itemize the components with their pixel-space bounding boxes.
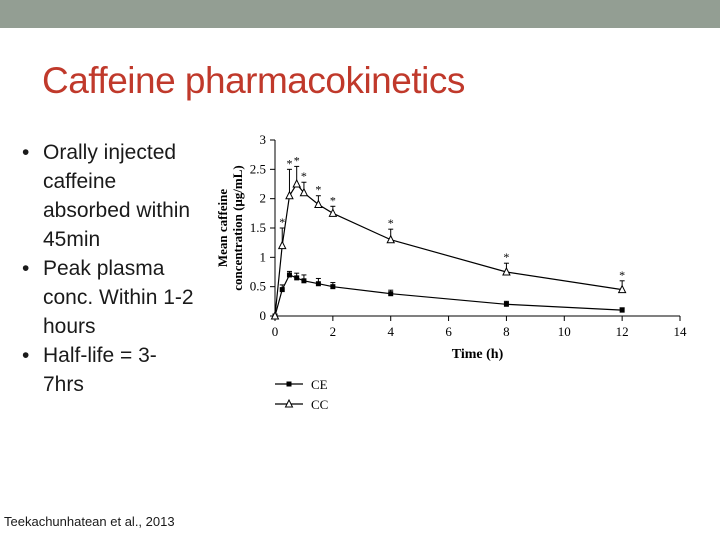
citation: Teekachunhatean et al., 2013 xyxy=(4,514,175,529)
data-point-cc xyxy=(314,199,323,209)
data-point-cc xyxy=(502,266,511,276)
slide-title: Caffeine pharmacokinetics xyxy=(42,60,465,101)
x-tick-label: 0 xyxy=(272,324,279,339)
data-point-ce xyxy=(503,301,509,307)
y-tick-label: 3 xyxy=(260,132,267,147)
data-point-cc xyxy=(277,240,287,250)
pk-line-chart: 0 2 4 6 8 10 12 14 0 0.5 1 1.5 2 2.5 3 Time (h) Mean caf… xyxy=(215,132,687,412)
x-tick-label: 12 xyxy=(616,324,629,339)
data-point-cc xyxy=(299,187,309,197)
bullet-item: • Peak plasma conc. Within 1-2 hours xyxy=(22,254,197,341)
bullet-text: Peak plasma conc. Within 1-2 hours xyxy=(43,257,194,338)
data-point-cc xyxy=(270,310,280,320)
bullet-item: • Orally injected caffeine absorbed withi… xyxy=(22,138,197,254)
data-point-ce xyxy=(619,307,625,313)
y-tick-label: 0.5 xyxy=(250,279,266,294)
data-point-cc xyxy=(328,208,338,217)
data-point-ce xyxy=(388,291,394,297)
legend-label-cc: CC xyxy=(311,397,328,412)
bullet-list: • Orally injected caffeine absorbed withi… xyxy=(22,138,197,399)
y-tick-label: 0 xyxy=(260,308,267,323)
chart-legend: CE CC xyxy=(275,377,328,412)
data-point-cc xyxy=(285,190,294,200)
significance-asterisk: * xyxy=(619,268,625,282)
y-tick-label: 1 xyxy=(260,249,267,264)
data-point-ce xyxy=(279,287,285,293)
bullet-dot-icon: • xyxy=(22,344,30,367)
series-line-ce xyxy=(274,274,623,317)
significance-asterisk: * xyxy=(388,216,394,230)
x-tick-label: 4 xyxy=(387,324,394,339)
data-point-ce xyxy=(315,281,321,287)
significance-asterisk: * xyxy=(330,193,336,207)
x-tick-label: 6 xyxy=(445,324,452,339)
significance-asterisk: * xyxy=(301,169,307,183)
significance-asterisk: * xyxy=(315,183,321,197)
data-point-cc xyxy=(292,178,302,188)
x-tick-label: 8 xyxy=(503,324,510,339)
data-point-ce xyxy=(330,284,336,290)
series-cc: ** ******* xyxy=(270,153,627,320)
y-axis-title-line2: concentration (μg/mL) xyxy=(230,165,245,290)
bullet-item: • Half-life = 3-7hrs xyxy=(22,341,197,399)
data-point-ce xyxy=(294,275,300,281)
x-tick-label: 14 xyxy=(674,324,688,339)
x-tick-label: 2 xyxy=(330,324,337,339)
x-axis-title: Time (h) xyxy=(452,347,504,362)
data-point-cc xyxy=(386,234,396,244)
top-accent-bar xyxy=(0,0,720,28)
data-point-ce xyxy=(286,272,292,278)
data-point-ce xyxy=(301,278,307,284)
y-tick-label: 2.5 xyxy=(250,161,266,176)
significance-asterisk: * xyxy=(294,153,300,167)
series-ce xyxy=(272,270,625,319)
x-tick-label: 10 xyxy=(558,324,571,339)
significance-asterisk: * xyxy=(503,250,509,264)
legend-marker-ce xyxy=(286,381,292,387)
significance-asterisk: * xyxy=(286,156,292,170)
significance-asterisk: * xyxy=(279,215,285,229)
y-axis-title-line1: Mean caffeine xyxy=(215,189,230,268)
data-point-cc xyxy=(617,284,627,294)
chart-series: ** ******* xyxy=(270,153,627,320)
legend-label-ce: CE xyxy=(311,377,328,392)
bullet-text: Orally injected caffeine absorbed within… xyxy=(43,141,191,251)
bullet-text: Half-life = 3-7hrs xyxy=(43,344,157,396)
bullet-dot-icon: • xyxy=(22,141,30,164)
y-tick-label: 1.5 xyxy=(250,220,266,235)
series-line-cc xyxy=(274,182,623,317)
chart-axes: 0 2 4 6 8 10 12 14 0 0.5 1 1.5 2 2.5 3 Time (h) Mean caf… xyxy=(215,132,687,362)
y-tick-label: 2 xyxy=(260,191,267,206)
bullet-dot-icon: • xyxy=(22,257,30,280)
legend-marker-cc xyxy=(284,398,294,408)
